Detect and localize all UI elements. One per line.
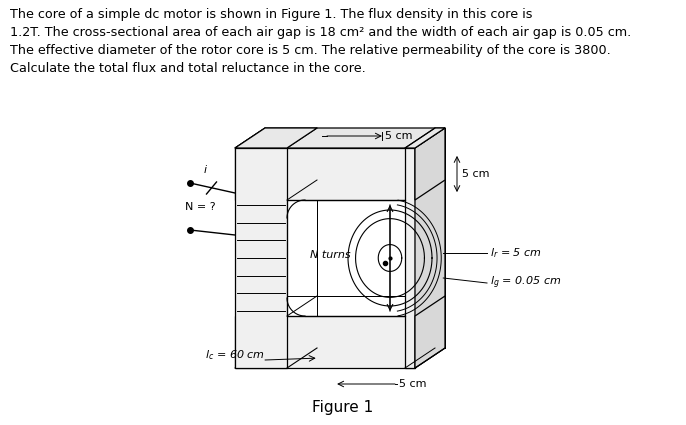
Text: N = ?: N = ? bbox=[185, 202, 215, 212]
Text: 5 cm: 5 cm bbox=[399, 379, 427, 389]
Text: The effective diameter of the rotor core is 5 cm. The relative permeability of t: The effective diameter of the rotor core… bbox=[10, 44, 611, 57]
Polygon shape bbox=[415, 296, 445, 368]
Polygon shape bbox=[405, 128, 445, 148]
Polygon shape bbox=[235, 316, 415, 368]
Text: Calculate the total flux and total reluctance in the core.: Calculate the total flux and total reluc… bbox=[10, 62, 366, 75]
Text: The core of a simple dc motor is shown in Figure 1. The flux density in this cor: The core of a simple dc motor is shown i… bbox=[10, 8, 532, 21]
Text: N turns: N turns bbox=[309, 250, 351, 260]
Polygon shape bbox=[415, 128, 445, 368]
Text: Figure 1: Figure 1 bbox=[312, 400, 374, 415]
Polygon shape bbox=[415, 128, 445, 200]
Text: i: i bbox=[204, 165, 206, 175]
Polygon shape bbox=[235, 128, 317, 148]
Polygon shape bbox=[235, 148, 415, 200]
Text: $l_g$ = 0.05 cm: $l_g$ = 0.05 cm bbox=[490, 275, 561, 291]
Text: $l_c$ = 60 cm: $l_c$ = 60 cm bbox=[205, 348, 265, 362]
Text: 1.2T. The cross-sectional area of each air gap is 18 cm² and the width of each a: 1.2T. The cross-sectional area of each a… bbox=[10, 26, 631, 39]
Text: 5 cm: 5 cm bbox=[462, 169, 490, 179]
Polygon shape bbox=[405, 148, 415, 368]
Text: 5 cm: 5 cm bbox=[385, 131, 412, 141]
Polygon shape bbox=[235, 148, 287, 368]
Text: $l_r$ = 5 cm: $l_r$ = 5 cm bbox=[490, 246, 542, 260]
Polygon shape bbox=[235, 128, 445, 148]
